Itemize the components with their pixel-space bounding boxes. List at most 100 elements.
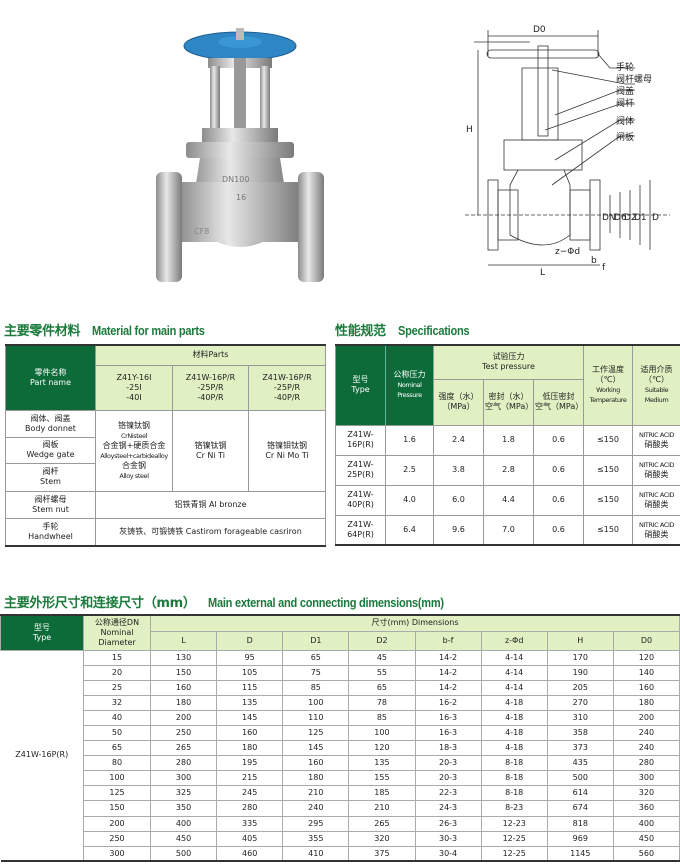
spec-medium: NITRIC ACID 硝酸类 xyxy=(632,484,680,516)
dim-cell: 4-14 xyxy=(480,649,548,666)
dim-cell: 969 xyxy=(546,830,614,847)
title-cn: 主要外形尺寸和连接尺寸（mm） xyxy=(4,596,196,611)
dim-cell: 210 xyxy=(348,800,416,817)
dim-cell: 674 xyxy=(546,800,614,817)
callout-stem: 阀杆 xyxy=(616,97,634,109)
dim-cell: 300 xyxy=(612,770,680,787)
dim-cell: 8-23 xyxy=(480,800,548,817)
dim-cell: 614 xyxy=(546,785,614,802)
dim-cell: 150 xyxy=(83,800,151,817)
dim-cell: 45 xyxy=(348,649,416,666)
table-row: 300 500 460 410 375 30-4 12-25 1145 560 xyxy=(1,845,680,862)
dim-cell: 155 xyxy=(348,770,416,787)
dim-cell: 450 xyxy=(612,830,680,847)
dim-cell: 4-18 xyxy=(480,709,548,726)
spec-nominal: 6.4 xyxy=(385,514,434,546)
title-cn: 主要零件材料 xyxy=(4,324,81,339)
dim-cell: 400 xyxy=(612,815,680,832)
material-cell: 灰铸铁、可锻铸铁 Castirom forageable casriron xyxy=(94,517,327,547)
dim-cell: 65 xyxy=(282,649,350,666)
spec-nominal: 2.5 xyxy=(385,454,434,486)
spec-strength: 3.8 xyxy=(433,454,484,486)
dim-cell: 25 xyxy=(83,679,151,696)
low-seal-header: 低压密封 空气（MPa） xyxy=(532,378,585,426)
dim-cell: 560 xyxy=(612,845,680,862)
title-en: Specifications xyxy=(397,323,470,338)
dim-cell: 12-23 xyxy=(480,815,548,832)
table-row: 50 250 160 125 100 16-3 4-18 358 240 xyxy=(1,724,680,742)
part-cell: 阀杆 Stem xyxy=(5,462,96,492)
dim-cell: 20-3 xyxy=(414,755,482,772)
model-header: Z41W-16P/R -25P/R -40P/R xyxy=(247,364,327,411)
strength-header: 强度（水） （MPa） xyxy=(433,378,484,426)
dim-cell: 14-2 xyxy=(414,679,482,696)
dim-cell: 500 xyxy=(546,770,614,787)
dim-z-phi-d: z−Φd xyxy=(555,247,580,257)
body-mark: CF8 xyxy=(194,227,209,236)
dim-cell: 4-14 xyxy=(480,664,548,681)
callout-wedge: 闸板 xyxy=(616,131,634,143)
dim-cell: 26-3 xyxy=(414,815,482,832)
dim-cell: 110 xyxy=(282,709,350,726)
dim-DN: DN xyxy=(602,213,616,223)
dim-cell: 240 xyxy=(282,800,350,817)
dim-b: b xyxy=(591,256,597,266)
dim-cell: 280 xyxy=(612,755,680,772)
dim-col-header: z-Φd xyxy=(480,630,548,651)
dim-cell: 180 xyxy=(216,740,284,757)
title-en: Material for main parts xyxy=(92,323,205,338)
dn-header: 公称通径DN Nominal Diameter xyxy=(83,614,151,651)
dim-cell: 12-25 xyxy=(480,830,548,847)
dim-cell: 14-2 xyxy=(414,649,482,666)
spec-strength: 9.6 xyxy=(433,514,484,546)
table-row: 100 300 215 180 155 20-3 8-18 500 300 xyxy=(1,770,680,787)
dim-cell: 100 xyxy=(348,724,416,742)
part-cell: 手轮 Handwheel xyxy=(5,517,96,547)
spec-low: 0.6 xyxy=(532,424,585,456)
medium-header: 适用介质 （℃） Suitable Medium xyxy=(632,344,680,426)
dim-cell: 4-18 xyxy=(480,724,548,742)
spec-temp: ≤150 xyxy=(583,484,634,516)
dim-cell: 55 xyxy=(348,664,416,681)
spec-type: Z41W-40P(R) xyxy=(335,484,386,516)
title-cn: 性能规范 xyxy=(335,324,386,339)
dim-cell: 80 xyxy=(83,755,151,772)
spec-row: Z41W-16P(R) 1.6 2.4 1.8 0.6 ≤150 NITRIC ACID 硝酸… xyxy=(335,424,680,456)
dim-cell: 300 xyxy=(149,770,218,787)
material-cell: 铝铁青铜 Al bronze xyxy=(94,490,327,519)
dim-cell: 190 xyxy=(546,664,614,681)
dim-cell: 355 xyxy=(282,830,350,847)
dim-cell: 160 xyxy=(282,755,350,772)
materials-table: 零件名称 Part name 材料Parts Z41Y-16I -25I -40I Z… xyxy=(5,344,327,547)
dim-cell: 405 xyxy=(216,830,284,847)
spec-type: Z41W-25P(R) xyxy=(335,454,386,486)
dim-cell: 32 xyxy=(83,694,151,711)
dim-cell: 180 xyxy=(149,694,218,711)
dim-cell: 160 xyxy=(149,679,218,696)
dim-cell: 265 xyxy=(149,740,218,757)
dim-cell: 150 xyxy=(149,664,218,681)
dim-cell: 410 xyxy=(282,845,350,862)
dim-cell: 200 xyxy=(83,815,151,832)
dim-cell: 145 xyxy=(282,740,350,757)
model-header: Z41Y-16I -25I -40I xyxy=(95,364,173,411)
dim-f: f xyxy=(602,263,606,273)
dim-cell: 280 xyxy=(216,800,284,817)
dim-col-header: L xyxy=(149,630,218,651)
dim-cell: 818 xyxy=(546,815,614,832)
dim-D2: D2 xyxy=(624,213,637,223)
dim-cell: 130 xyxy=(149,649,218,666)
seal-header: 密封（水） 空气（MPa） xyxy=(483,378,534,426)
dim-cell: 180 xyxy=(612,694,680,711)
dim-col-header: D1 xyxy=(282,630,350,651)
spec-nominal: 1.6 xyxy=(385,424,434,456)
dim-cell: 140 xyxy=(612,664,680,681)
dim-cell: 205 xyxy=(546,679,614,696)
callout-bonnet: 阀盖 xyxy=(616,85,634,97)
spec-seal: 4.4 xyxy=(483,484,534,516)
table-row: 80 280 195 160 135 20-3 8-18 435 280 xyxy=(1,755,680,772)
spec-strength: 2.4 xyxy=(433,424,484,456)
dim-cell: 350 xyxy=(149,800,218,817)
dim-cell: 373 xyxy=(546,740,614,757)
dim-cell: 85 xyxy=(348,709,416,726)
